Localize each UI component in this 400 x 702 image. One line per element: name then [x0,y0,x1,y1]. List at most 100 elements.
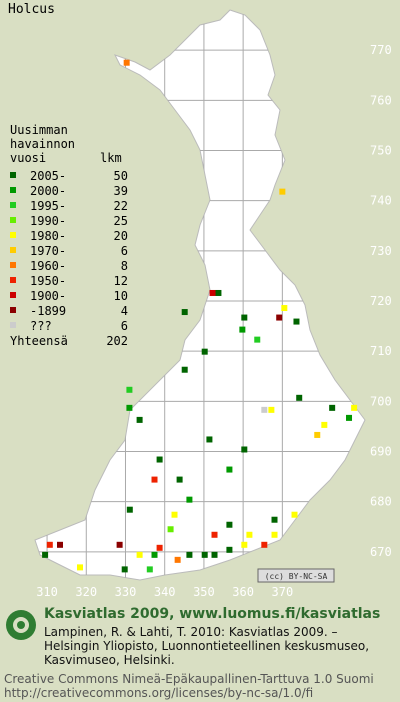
badge-box [257,568,335,583]
legend-swatch [10,292,16,298]
legend-label: -1899 [30,304,66,318]
x-tick-label: 340 [154,585,176,599]
legend-count: 25 [114,214,128,228]
observation-square [156,544,163,551]
legend-swatch [10,172,16,178]
observation-square [57,541,63,548]
legend-total-label: Yhteensä [10,334,68,348]
observation-square [351,404,358,411]
observation-square [123,59,130,66]
observation-square [151,551,158,558]
observation-square [321,421,328,428]
observation-square [126,404,133,411]
observation-square [314,431,321,438]
citation-line: Lampinen, R. & Lahti, T. 2010: Kasviatla… [44,625,338,639]
legend-swatch [10,262,16,268]
legend-swatch [10,307,16,313]
legend-label: 1990- [30,214,66,228]
observation-square [201,348,208,355]
observation-square [211,531,218,538]
legend-count: 10 [114,289,128,303]
observation-square [271,531,278,538]
legend-swatch [10,187,16,193]
y-tick-label: 710 [370,344,392,358]
legend-heading: vuosi [10,151,46,165]
logo [6,610,36,640]
y-tick-label: 760 [370,93,392,107]
y-tick-label: 720 [370,294,392,308]
x-tick-label: 330 [115,585,137,599]
observation-square [186,496,193,503]
legend-total: 202 [106,334,128,348]
legend-label: 1900- [30,289,66,303]
observation-square [281,305,288,312]
observation-square [206,436,213,443]
observation-square [246,531,253,538]
legend-swatch [10,247,16,253]
x-tick-label: 310 [36,585,58,599]
observation-square [226,466,233,473]
legend-label: 1980- [30,229,66,243]
observation-square [146,566,153,573]
x-tick-label: 360 [232,585,254,599]
legend-label: 1995- [30,199,66,213]
y-tick-label: 730 [370,244,392,258]
observation-square [181,366,188,373]
footer-heading: Kasviatlas 2009, www.luomus.fi/kasviatla… [44,606,381,622]
legend-count: 8 [121,259,128,273]
observation-square [293,318,300,325]
license-badge: (cc) BY-NC-SA [257,568,335,583]
observation-square [346,414,353,421]
legend-count-heading: lkm [100,151,122,165]
legend-count: 20 [114,229,128,243]
observation-square [136,551,143,558]
observation-square [276,314,283,321]
observation-square [167,526,174,533]
y-tick-label: 770 [370,43,392,57]
x-tick-label: 370 [272,585,294,599]
observation-square [77,564,83,571]
observation-square [126,506,133,513]
observation-square [268,406,275,413]
observation-square [329,404,336,411]
map: 310 320 330 340 350 360 370 670 680 690 700 710 720 7… [8,2,392,599]
observation-square [156,456,163,463]
y-tick-label: 690 [370,445,392,459]
legend-heading: Uusimman [10,123,68,137]
legend-label: 1970- [30,244,66,258]
observation-square [211,551,218,558]
observation-square [226,546,233,553]
observation-square [261,406,268,413]
observation-square [174,556,181,563]
legend-label: ??? [30,319,52,333]
observation-square [136,416,143,423]
observation-square [271,516,278,523]
observation-square [171,511,178,518]
observation-square [151,476,158,483]
x-tick-label: 350 [193,585,215,599]
license-line: http://creativecommons.org/licenses/by-n… [4,686,314,700]
legend-label: 1960- [30,259,66,273]
legend-label: 2000- [30,184,66,198]
y-tick-label: 750 [370,144,392,158]
legend-swatch [10,277,16,283]
observation-square [126,386,133,393]
observation-square [176,476,183,483]
observation-square [254,336,261,343]
observation-square [279,188,286,195]
map-title: Holcus [8,2,55,17]
observation-square [241,541,248,548]
country-outline [34,9,366,581]
legend-swatch [10,202,16,208]
observation-square [296,394,303,401]
observation-square [241,446,248,453]
legend-swatch [10,322,16,328]
observation-square [215,289,222,296]
legend-label: 1950- [30,274,66,288]
badge-text: (cc) BY-NC-SA [265,572,328,581]
legend-count: 4 [121,304,128,318]
y-tick-label: 670 [370,545,392,559]
observation-square [186,551,193,558]
